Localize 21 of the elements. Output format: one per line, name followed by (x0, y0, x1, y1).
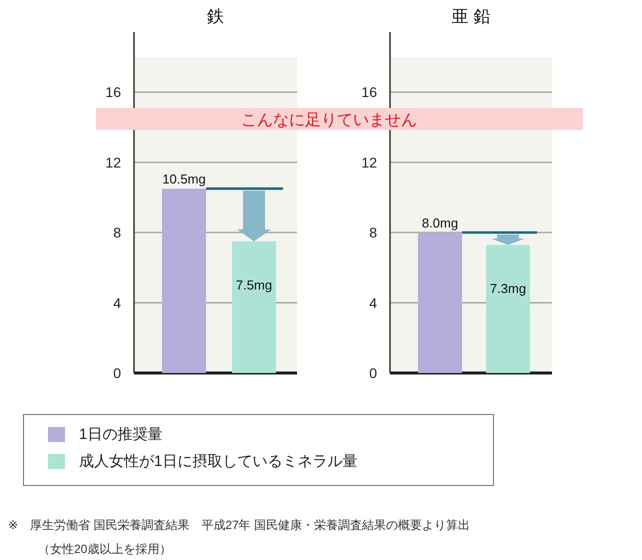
y-tick-label: 0 (113, 365, 122, 381)
data-label: 7.3mg (490, 280, 526, 296)
y-tick-label: 12 (361, 154, 378, 170)
banner: こんなに足りていません (96, 108, 583, 130)
y-tick-label: 4 (369, 294, 378, 311)
data-label: 8.0mg (422, 216, 458, 231)
chart-title: 亜 鉛 (452, 7, 490, 26)
annotation: こんなに足りていません (241, 112, 417, 129)
legend-label: 1日の推奨量 (79, 425, 162, 444)
data-label: 10.5mg (162, 172, 206, 187)
y-tick-label: 4 (113, 294, 122, 311)
y-tick-label: 8 (369, 224, 378, 241)
text: ※ 厚生労働省 国民栄養調査結果 平成27年 国民健康・栄養調査結果の概要より算出（女性20歳以上を採用） (8, 517, 472, 558)
legend-label: 成人女性が1日に摂取しているミネラル量 (79, 452, 358, 471)
y-tick-label: 8 (113, 224, 122, 241)
y-tick-label: 16 (361, 84, 378, 100)
data-label: 7.5mg (236, 277, 272, 292)
y-tick-label: 16 (105, 84, 122, 100)
y-tick-label: 12 (105, 154, 122, 170)
y-tick-label: 0 (369, 365, 378, 381)
chart-title: 鉄 (207, 7, 224, 26)
